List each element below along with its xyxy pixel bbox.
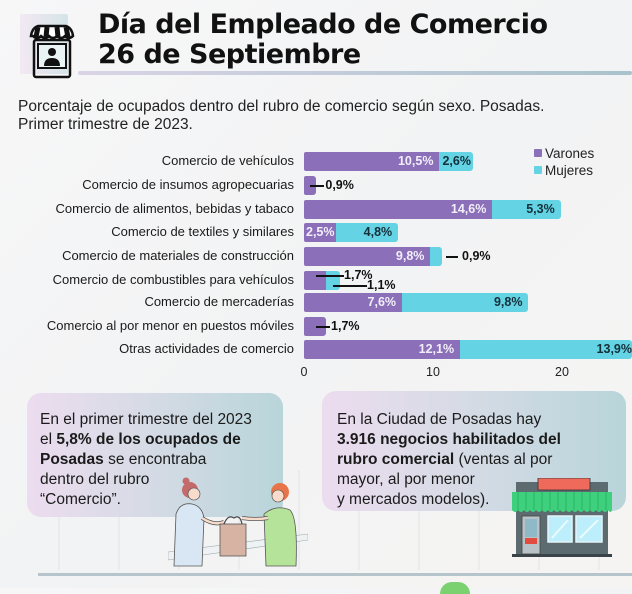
- subtitle-line-2: Primer trimestre de 2023.: [18, 116, 193, 133]
- bar-varones-otras-actividades-de-comercio: [304, 340, 461, 359]
- header: Día del Empleado de Comercio 26 de Septi…: [20, 10, 632, 85]
- bar-mujeres-comercio-de-alimentos-bebidas-y-tabaco: [492, 200, 561, 219]
- x-tick-0: 0: [300, 365, 308, 379]
- shop-clerk-handing-bag-icon: [168, 477, 308, 567]
- right-line-2: 3.916 negocios habilitados del: [337, 430, 627, 450]
- category-label-comercio-de-combustibles-para-vehiculos: Comercio de combustibles para vehículos: [52, 272, 294, 287]
- left-line-1: En el primer trimestre del 2023: [40, 411, 252, 428]
- data-label-mujeres-comercio-de-alimentos-bebidas-y-tabaco: 5,3%: [526, 202, 555, 216]
- footer-divider: [38, 573, 632, 576]
- bar-varones-comercio-de-mercaderias: [304, 293, 403, 312]
- right-line-3-bold: rubro comercial: [337, 451, 455, 468]
- category-label-comercio-al-por-menor-en-puestos-moviles: Comercio al por menor en puestos móviles: [46, 318, 294, 333]
- data-label-varones-comercio-de-combustibles-para-vehiculos: 1,7%: [344, 268, 373, 282]
- right-line-2-bold: 3.916 negocios habilitados del: [337, 431, 561, 448]
- data-label-varones-comercio-de-materiales-de-construccion: 9,8%: [395, 249, 425, 263]
- footer-logo-fragment: [440, 582, 470, 594]
- data-label-varones-comercio-de-insumos-agropecuarias: 0,9%: [325, 178, 354, 192]
- legend-swatch-varones: [534, 149, 542, 157]
- left-line-2: el 5,8% de los ocupados de: [40, 430, 290, 450]
- left-line-3-bold: Posadas: [40, 451, 104, 468]
- left-line-3-plain: se encontraba: [103, 451, 207, 468]
- left-line-5: “Comercio”.: [40, 491, 121, 508]
- bar-mujeres-comercio-de-combustibles-para-vehiculos: [325, 271, 341, 290]
- info-card-left-text: En el primer trimestre del 2023 el 5,8% …: [40, 410, 290, 510]
- left-line-4: dentro del rubro: [40, 471, 150, 488]
- legend-item-varones: Varones: [534, 145, 594, 162]
- data-label-mujeres-comercio-de-mercaderias: 9,8%: [493, 295, 523, 309]
- data-label-mujeres-otras-actividades-de-comercio: 13,9%: [596, 342, 632, 356]
- x-tick-20: 20: [555, 365, 569, 379]
- data-label-varones-otras-actividades-de-comercio: 12,1%: [418, 342, 455, 356]
- x-tick-10: 10: [426, 365, 440, 379]
- right-line-3: rubro comercial (ventas al por: [337, 450, 627, 470]
- leader-line-mujeres-comercio-de-materiales-de-construccion: [446, 256, 459, 258]
- stacked-bar-chart: Varones Mujeres Comercio de vehículos 10,…: [0, 140, 632, 380]
- bar-varones-comercio-de-alimentos-bebidas-y-tabaco: [304, 200, 493, 219]
- data-label-varones-comercio-al-por-menor-en-puestos-moviles: 1,7%: [331, 319, 360, 333]
- legend-label-mujeres: Mujeres: [545, 163, 594, 178]
- info-card-left: [27, 393, 283, 517]
- data-label-varones-comercio-de-alimentos-bebidas-y-tabaco: 14,6%: [450, 202, 487, 216]
- data-label-varones-comercio-de-vehiculos: 10,5%: [397, 154, 434, 168]
- bar-varones-comercio-al-por-menor-en-puestos-moviles: [304, 317, 326, 336]
- category-label-comercio-de-textiles-y-similares: Comercio de textiles y similares: [111, 224, 294, 239]
- category-label-comercio-de-mercaderias: Comercio de mercaderías: [144, 294, 294, 309]
- leader-line-mujeres-comercio-de-combustibles-para-vehiculos: [333, 285, 368, 287]
- category-label-comercio-de-materiales-de-construccion: Comercio de materiales de construcción: [62, 248, 294, 263]
- legend-label-varones: Varones: [545, 146, 595, 161]
- title-line-2: 26 de Septiembre: [98, 39, 361, 70]
- title-underline: [78, 71, 632, 75]
- bar-varones-comercio-de-insumos-agropecuarias: [304, 176, 316, 195]
- right-line-4: mayor, al por menor: [337, 471, 475, 488]
- bar-varones-comercio-de-materiales-de-construccion: [304, 247, 431, 266]
- leader-line-varones-comercio-de-combustibles-para-vehiculos: [316, 275, 345, 277]
- left-line-3: Posadas se encontraba: [40, 450, 290, 470]
- right-line-3-plain: (ventas al por: [454, 451, 553, 468]
- data-label-mujeres-comercio-de-materiales-de-construccion: 0,9%: [462, 249, 491, 263]
- bar-mujeres-comercio-de-materiales-de-construccion: [430, 247, 443, 266]
- chart-subtitle: Porcentaje de ocupados dentro del rubro …: [18, 98, 632, 134]
- storefront-person-icon: [29, 24, 75, 79]
- bar-varones-comercio-de-vehiculos: [304, 152, 440, 171]
- data-label-mujeres-comercio-de-vehiculos: 2,6%: [442, 154, 471, 168]
- page-title: Día del Empleado de Comercio 26 de Septi…: [98, 10, 548, 70]
- bar-mujeres-comercio-de-mercaderias: [402, 293, 529, 312]
- legend-swatch-mujeres: [534, 166, 542, 174]
- bar-mujeres-comercio-de-textiles-y-similares: [336, 223, 399, 242]
- left-line-2-plain: el: [40, 431, 57, 448]
- chart-legend: Varones Mujeres: [534, 145, 594, 179]
- data-label-mujeres-comercio-de-textiles-y-similares: 4,8%: [363, 225, 393, 239]
- subtitle-line-1: Porcentaje de ocupados dentro del rubro …: [18, 98, 545, 115]
- storefront-green-awning-icon: [512, 478, 612, 557]
- info-card-right-text: En la Ciudad de Posadas hay 3.916 negoci…: [337, 410, 627, 510]
- category-label-comercio-de-insumos-agropecuarias: Comercio de insumos agropecuarias: [82, 177, 294, 192]
- bar-varones-comercio-de-combustibles-para-vehiculos: [304, 271, 326, 290]
- data-label-varones-comercio-de-mercaderias: 7,6%: [367, 295, 397, 309]
- bar-varones-comercio-de-textiles-y-similares: [304, 223, 337, 242]
- bar-mujeres-otras-actividades-de-comercio: [460, 340, 632, 359]
- data-label-varones-comercio-de-textiles-y-similares: 2,5%: [306, 225, 335, 239]
- data-label-mujeres-comercio-de-combustibles-para-vehiculos: 1,1%: [367, 278, 396, 292]
- legend-item-mujeres: Mujeres: [534, 162, 594, 179]
- left-line-2-bold: 5,8% de los ocupados de: [56, 431, 241, 448]
- category-label-otras-actividades-de-comercio: Otras actividades de comercio: [119, 341, 294, 356]
- leader-line-varones-comercio-al-por-menor-en-puestos-moviles: [316, 326, 331, 328]
- category-label-comercio-de-alimentos-bebidas-y-tabaco: Comercio de alimentos, bebidas y tabaco: [55, 201, 294, 216]
- category-label-comercio-de-vehiculos: Comercio de vehículos: [161, 153, 294, 168]
- leader-line-varones-comercio-de-insumos-agropecuarias: [310, 185, 325, 187]
- right-line-5: y mercados modelos).: [337, 491, 490, 508]
- title-line-1: Día del Empleado de Comercio: [98, 9, 548, 40]
- right-line-1: En la Ciudad de Posadas hay: [337, 411, 542, 428]
- bar-mujeres-comercio-de-vehiculos: [439, 152, 473, 171]
